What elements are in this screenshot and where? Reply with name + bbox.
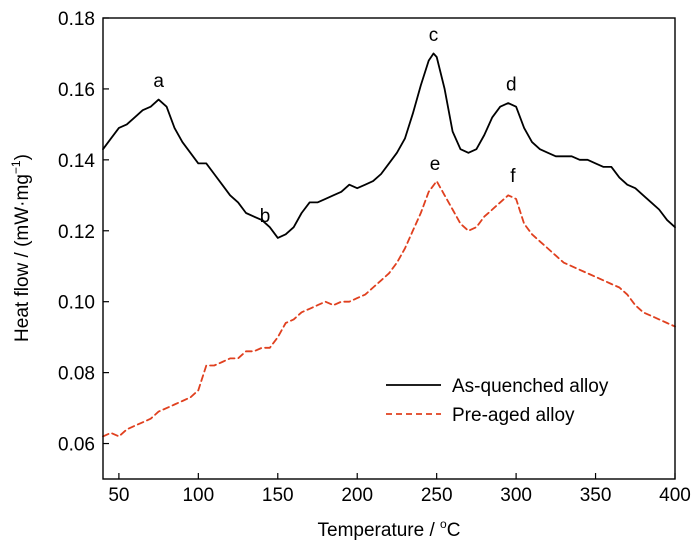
plot-frame bbox=[102, 17, 676, 480]
legend-label-pre-aged: Pre-aged alloy bbox=[452, 405, 575, 426]
y-tick-label: 0.08 bbox=[58, 364, 95, 385]
series-layer bbox=[102, 52, 676, 438]
y-axis-label: Heat flow / (mW·mg−1) bbox=[9, 154, 33, 342]
peak-annotations: a b c d e f bbox=[153, 25, 516, 227]
legend: As-quenched alloy Pre-aged alloy bbox=[386, 376, 609, 426]
peak-label-f: f bbox=[510, 166, 516, 187]
legend-label-as-quenched: As-quenched alloy bbox=[452, 376, 609, 397]
peak-label-b: b bbox=[260, 206, 271, 227]
peak-label-e: e bbox=[430, 154, 441, 175]
peak-label-d: d bbox=[506, 75, 517, 96]
peak-label-c: c bbox=[429, 25, 439, 46]
tick-labels: 50 100 150 200 250 300 350 400 0.06 0.08 0.10 0.12 0… bbox=[58, 9, 691, 506]
x-tick-label: 200 bbox=[341, 485, 373, 506]
y-tick-label: 0.18 bbox=[58, 9, 95, 30]
y-tick-label: 0.06 bbox=[58, 435, 95, 456]
y-tick-label: 0.16 bbox=[58, 80, 95, 101]
x-tick-label: 50 bbox=[108, 485, 129, 506]
x-axis-label: Temperature / oC bbox=[318, 517, 461, 541]
series-line-pre-aged bbox=[102, 180, 676, 438]
x-tick-label: 100 bbox=[182, 485, 214, 506]
y-tick-label: 0.14 bbox=[58, 151, 95, 172]
series-line-as-quenched bbox=[102, 52, 676, 239]
peak-label-a: a bbox=[153, 71, 164, 92]
y-tick-label: 0.12 bbox=[58, 222, 95, 243]
x-tick-label: 150 bbox=[262, 485, 294, 506]
x-tick-label: 350 bbox=[580, 485, 612, 506]
x-tick-label: 300 bbox=[500, 485, 532, 506]
x-tick-label: 400 bbox=[659, 485, 691, 506]
y-tick-label: 0.10 bbox=[58, 293, 95, 314]
x-tick-label: 250 bbox=[421, 485, 453, 506]
